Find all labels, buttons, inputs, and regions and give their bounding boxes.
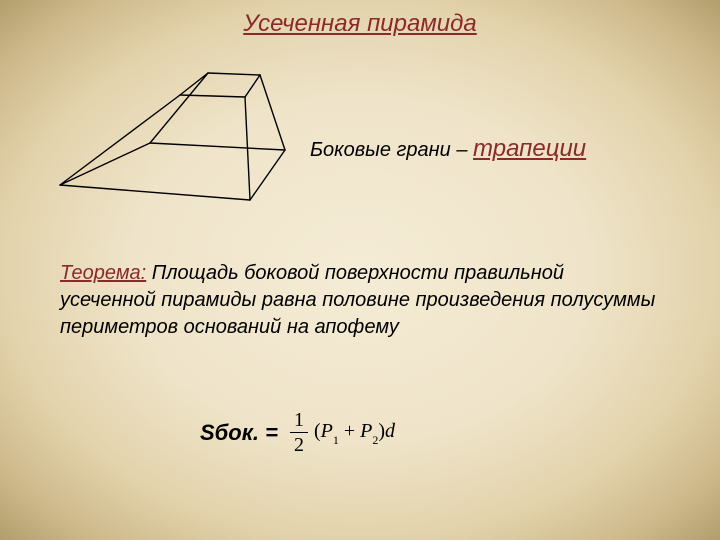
side-note-trap: трапеции xyxy=(473,135,586,162)
title-text: Усеченная пирамида xyxy=(243,10,477,37)
page-title: Усеченная пирамида xyxy=(0,10,720,38)
formula-rhs: (P1 + P2)d xyxy=(314,420,395,446)
theorem-text: Площадь боковой поверхности правильной у… xyxy=(60,262,655,338)
side-note-prefix: Боковые грани – xyxy=(310,139,473,161)
p2: P xyxy=(360,420,372,442)
side-note: Боковые грани – трапеции xyxy=(310,135,586,163)
formula: Sбок. = 1 2 (P1 + P2)d xyxy=(200,410,395,455)
theorem-block: Теорема: Площадь боковой поверхности пра… xyxy=(60,260,660,341)
p1: P xyxy=(321,420,333,442)
fraction-numerator: 1 xyxy=(290,410,308,432)
frustum-diagram xyxy=(50,55,310,215)
plus: + xyxy=(339,420,360,442)
formula-fraction: 1 2 xyxy=(290,410,308,455)
p2-sub: 2 xyxy=(372,433,378,447)
fraction-denominator: 2 xyxy=(290,432,308,455)
d-var: d xyxy=(385,420,395,442)
p1-sub: 1 xyxy=(333,433,339,447)
formula-lhs: Sбок. = xyxy=(200,420,278,446)
theorem-label: Теорема: xyxy=(60,262,146,284)
